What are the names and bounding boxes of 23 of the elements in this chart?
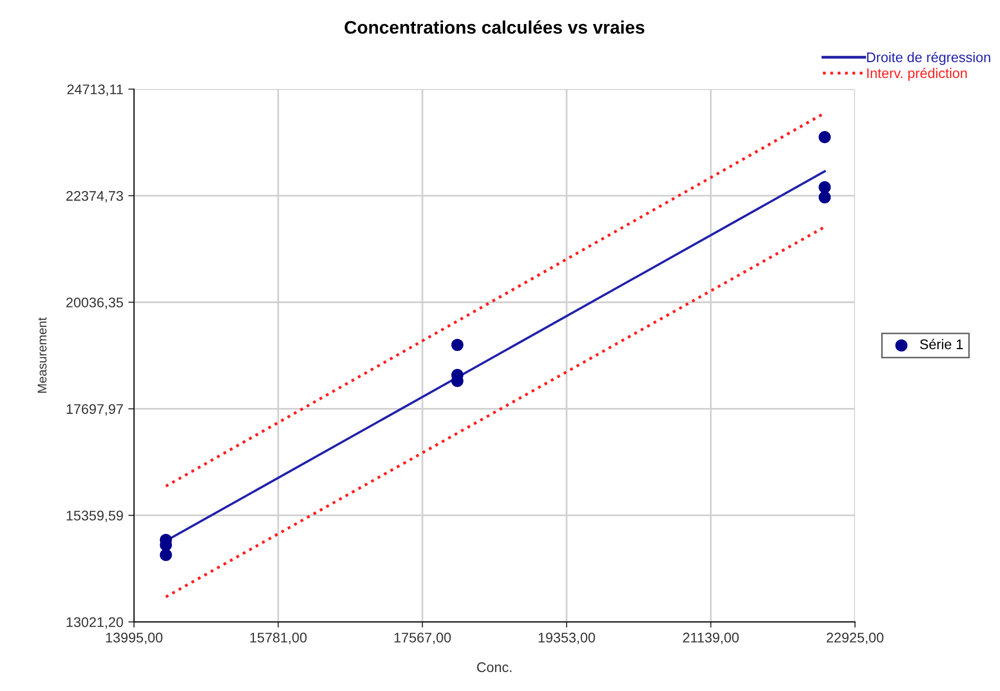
x-tick-label: 21139,00 <box>683 632 739 644</box>
x-tick-label: 13995,00 <box>106 632 162 644</box>
point <box>160 548 172 562</box>
chart-title: Concentrations calculées vs vraies <box>344 20 644 34</box>
legend-label: Interv. prédiction <box>867 68 967 81</box>
point <box>451 338 464 351</box>
x-tick-label: 22925,00 <box>826 632 884 644</box>
x-tick-label: 15781,00 <box>250 632 307 644</box>
y-tick-label: 20036,35 <box>66 298 124 310</box>
y-axis-title: Measurement <box>38 317 47 393</box>
y-tick-label: 22374,73 <box>66 191 123 202</box>
y-tick-label: 15359,59 <box>66 510 123 522</box>
legend-label: Série 1 <box>920 338 963 350</box>
legend-label: Droite de régression <box>867 52 990 65</box>
x-axis-title: Conc. <box>477 662 512 672</box>
point <box>818 191 831 204</box>
x-tick-label: 19353,00 <box>538 632 596 644</box>
point <box>818 131 831 144</box>
y-tick-label: 17697,97 <box>66 404 123 416</box>
y-tick-label: 13021,20 <box>66 617 124 629</box>
x-tick-label: 17567,00 <box>394 632 451 644</box>
y-tick-label: 24713,11 <box>67 84 123 96</box>
point <box>818 181 831 194</box>
